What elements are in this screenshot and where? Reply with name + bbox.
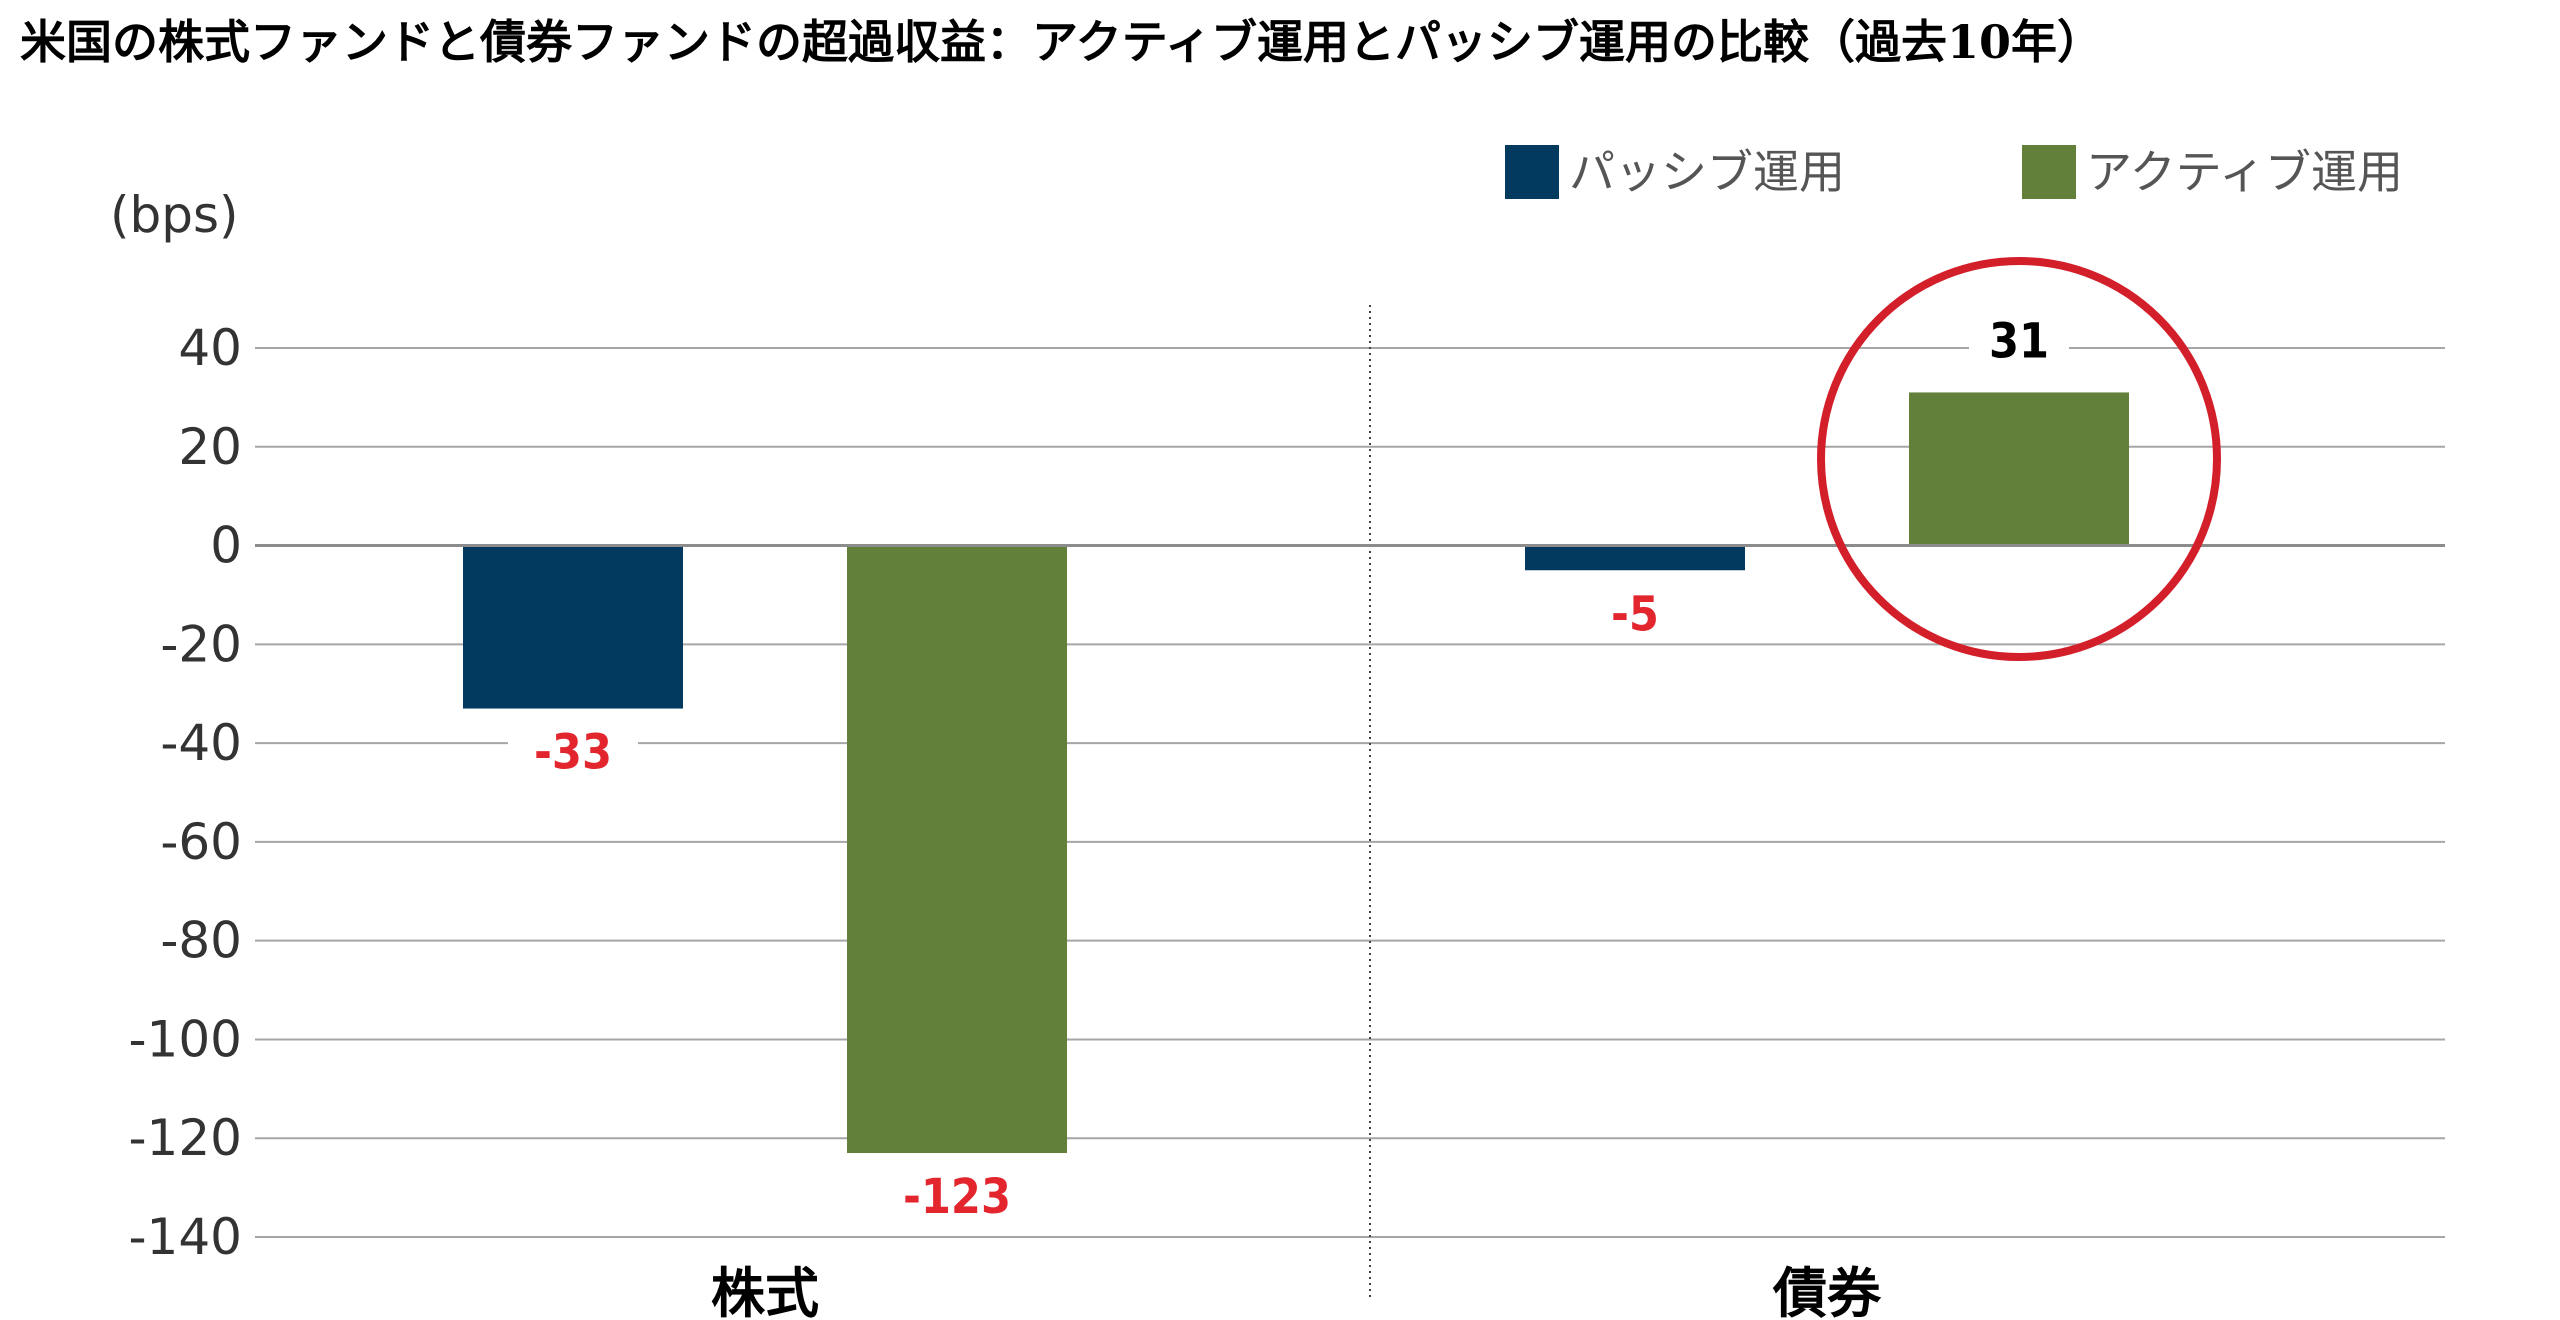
bar [847,545,1067,1154]
y-tick-label: 40 [178,319,242,377]
data-label: -123 [903,1169,1011,1225]
legend-label: パッシブ運用 [1569,145,1845,199]
y-tick-label: 0 [210,517,242,575]
highlight-circle [1817,257,2221,662]
y-axis-ticks: 40 20 0 -20 -40 -60 -80 -100 -120 -140 [129,319,242,1266]
category-label: 株式 [711,1262,819,1320]
y-tick-label: -100 [129,1010,242,1068]
highlight-ring [1817,257,2221,662]
y-tick-label: -60 [160,813,242,871]
bar [463,545,683,709]
data-label-background [1969,313,2069,370]
legend-swatch [2022,145,2076,199]
y-tick-label: 20 [178,418,242,476]
y-tick-label: -120 [129,1109,242,1167]
legend-swatch [1505,145,1559,199]
data-label: -5 [1611,586,1659,642]
y-tick-label: -80 [160,912,242,970]
bars [463,392,2129,1154]
bar [1909,392,2129,546]
legend: パッシブ運用 アクティブ運用 [1505,145,2403,199]
data-label-background [877,1169,1037,1226]
y-tick-label: -140 [129,1208,242,1266]
data-label: 31 [1989,313,2049,369]
data-label-background [508,724,638,781]
bar [1525,545,1745,571]
y-axis-unit-label: (bps) [110,186,239,244]
y-tick-label: -40 [160,714,242,772]
y-tick-label: -20 [160,615,242,673]
data-label-background [1585,586,1685,643]
data-label: -33 [534,725,612,781]
legend-label: アクティブ運用 [2086,145,2403,199]
category-label: 債券 [1772,1262,1882,1320]
chart-title: 米国の株式ファンドと債券ファンドの超過収益：アクティブ運用とパッシブ運用の比較（… [20,15,2103,69]
data-labels: -33 -5 -123 31 [508,313,2069,1226]
x-axis-categories: 株式 債券 [711,1262,1882,1320]
